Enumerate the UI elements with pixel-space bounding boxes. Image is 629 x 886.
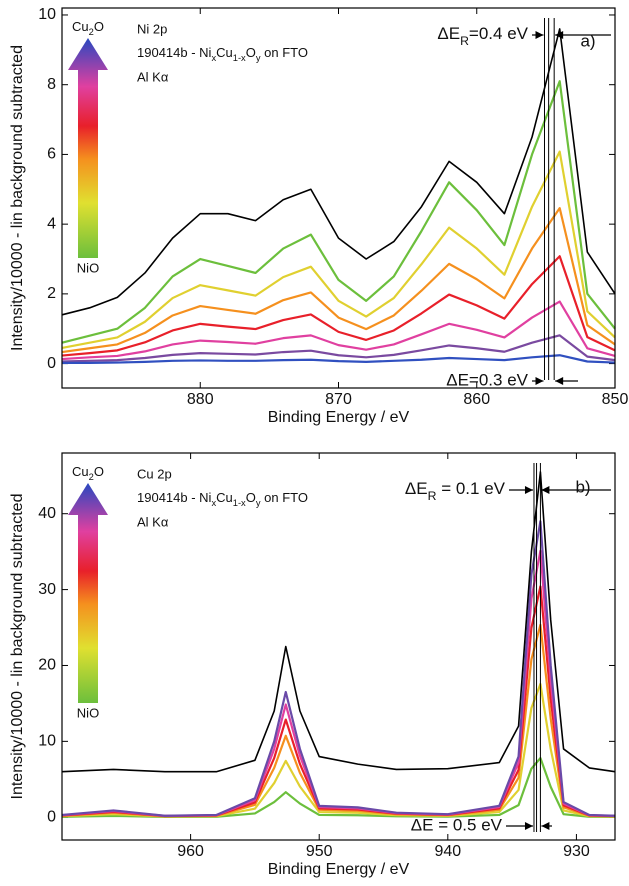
color-scale xyxy=(68,38,108,258)
spectrum xyxy=(61,682,616,818)
y-axis-label: Intensity/10000 - lin background subtrac… xyxy=(9,494,26,800)
x-tick-label: 870 xyxy=(325,391,352,408)
sample-label: 190414b - NixCu1-xOy on FTO xyxy=(137,45,308,63)
arrow-head xyxy=(524,822,533,830)
x-tick-label: 880 xyxy=(187,391,214,408)
sample-label-part: on FTO xyxy=(261,45,308,60)
arrow-head xyxy=(535,377,544,385)
sample-label-part: 1-x xyxy=(233,53,246,63)
scale-top-label: Cu2O xyxy=(72,464,104,482)
x-axis-label: Binding Energy / eV xyxy=(268,861,410,878)
element-label: Cu 2p xyxy=(137,466,172,481)
sample-label-part: O xyxy=(246,490,256,505)
panel-label: a) xyxy=(580,31,595,50)
arrow-head xyxy=(541,486,550,494)
sample-label-part: 190414b - Ni xyxy=(137,45,212,60)
shift-reference-part: ΔE xyxy=(437,24,460,43)
sample-label-part: Cu xyxy=(216,490,233,505)
sample-label-part: 190414b - Ni xyxy=(137,490,212,505)
shift-label: ΔE=0.3 eV xyxy=(446,370,528,389)
spectrum xyxy=(61,520,616,817)
scale-top-label-part: O xyxy=(94,19,104,34)
plot-frame xyxy=(61,7,616,389)
sample-label: 190414b - NixCu1-xOy on FTO xyxy=(137,490,308,508)
shift-reference: ΔER=0.4 eV xyxy=(437,24,528,48)
y-tick-label: 10 xyxy=(38,6,56,23)
source-label: Al Kα xyxy=(137,69,169,84)
sample-label-part: x xyxy=(211,498,216,508)
x-tick-label: 960 xyxy=(177,843,204,860)
x-axis-label: Binding Energy / eV xyxy=(268,409,410,426)
scale-top-label: Cu2O xyxy=(72,19,104,37)
sample-label-part: y xyxy=(256,53,261,63)
arrow-head xyxy=(555,377,564,385)
sample-label-part: x xyxy=(211,53,216,63)
y-tick-label: 20 xyxy=(38,657,56,674)
shift-reference-part: R xyxy=(428,489,437,503)
spectrum xyxy=(61,756,616,819)
x-tick-label: 930 xyxy=(563,843,590,860)
arrow-head xyxy=(524,486,533,494)
spectrum xyxy=(61,255,616,357)
arrow-head xyxy=(541,822,550,830)
x-tick-label: 850 xyxy=(602,391,629,408)
sample-label-part: on FTO xyxy=(261,490,308,505)
scale-top-label-part: Cu xyxy=(72,464,89,479)
x-tick-label: 860 xyxy=(463,391,490,408)
color-scale xyxy=(68,483,108,703)
spectrum xyxy=(61,623,616,818)
y-tick-label: 2 xyxy=(47,285,56,302)
spectrum xyxy=(61,207,616,354)
y-tick-label: 4 xyxy=(47,215,56,232)
y-tick-label: 10 xyxy=(38,733,56,750)
y-tick-label: 6 xyxy=(47,146,56,163)
x-tick-label: 950 xyxy=(306,843,333,860)
plot-frame xyxy=(61,452,616,841)
scale-bottom-label: NiO xyxy=(77,705,99,720)
y-tick-label: 40 xyxy=(38,505,56,522)
scale-top-label-part: Cu xyxy=(72,19,89,34)
sample-label-part: O xyxy=(246,45,256,60)
y-tick-label: 0 xyxy=(47,808,56,825)
scale-top-label-part: O xyxy=(94,464,104,479)
spectrum xyxy=(61,334,616,363)
spectrum xyxy=(61,28,616,316)
sample-label-part: 1-x xyxy=(233,498,246,508)
spectrum xyxy=(61,300,616,361)
spectrum xyxy=(61,80,616,344)
sample-label-part: y xyxy=(256,498,261,508)
scale-top-label-part: 2 xyxy=(89,472,94,482)
scale-top-label-part: 2 xyxy=(89,27,94,37)
sample-label-part: Cu xyxy=(216,45,233,60)
x-tick-label: 940 xyxy=(434,843,461,860)
panel-label: b) xyxy=(575,477,590,496)
y-tick-label: 0 xyxy=(47,355,56,372)
shift-reference-part: =0.4 eV xyxy=(469,24,529,43)
source-label: Al Kα xyxy=(137,514,169,529)
y-axis-label: Intensity/10000 - lin background subtrac… xyxy=(9,45,26,351)
spectrum xyxy=(61,549,616,817)
spectrum xyxy=(61,150,616,349)
shift-reference: ΔER = 0.1 eV xyxy=(405,479,506,503)
shift-reference-part: ΔE xyxy=(405,479,428,498)
arrow-head xyxy=(535,31,544,39)
spectrum xyxy=(61,471,616,773)
scale-bottom-label: NiO xyxy=(77,260,99,275)
arrow-head xyxy=(555,31,564,39)
shift-reference-part: = 0.1 eV xyxy=(436,479,505,498)
shift-label: ΔE = 0.5 eV xyxy=(411,815,503,834)
spectrum xyxy=(61,585,616,818)
spectrum xyxy=(62,354,616,364)
y-tick-label: 30 xyxy=(38,581,56,598)
element-label: Ni 2p xyxy=(137,21,167,36)
y-tick-label: 8 xyxy=(47,76,56,93)
shift-reference-part: R xyxy=(460,34,469,48)
